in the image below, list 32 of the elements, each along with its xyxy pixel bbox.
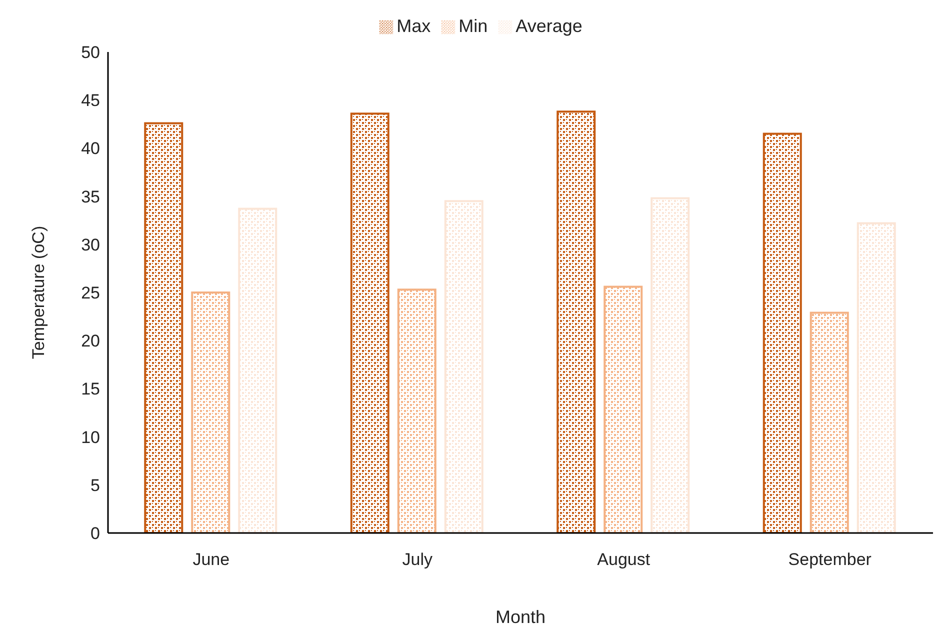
bar	[810, 312, 849, 533]
bar	[856, 222, 896, 533]
y-tick-label: 50	[81, 43, 100, 62]
bar	[604, 286, 643, 533]
x-tick-label: July	[402, 550, 433, 570]
bar	[397, 288, 436, 533]
x-tick-label: June	[192, 550, 230, 570]
x-axis-title: Month	[495, 607, 546, 627]
y-tick-label: 40	[81, 139, 100, 158]
bar	[238, 208, 278, 533]
bar	[762, 132, 802, 533]
y-tick-label: 30	[81, 235, 100, 254]
legend-label: Average	[516, 16, 582, 36]
y-axis-title: Temperature (oC)	[29, 226, 48, 360]
y-tick-label: 5	[90, 476, 100, 495]
legend-label: Min	[458, 16, 488, 36]
bar	[650, 197, 690, 533]
y-tick-label: 0	[90, 524, 100, 544]
y-tick-label: 10	[81, 428, 100, 447]
x-tick-label: August	[597, 550, 650, 570]
y-tick-label: 35	[81, 187, 100, 206]
bar	[556, 110, 596, 533]
y-tick-label: 25	[81, 284, 100, 303]
x-tick-label: September	[788, 550, 872, 570]
y-tick-label: 45	[81, 91, 100, 110]
bar	[444, 200, 484, 533]
legend-label: Max	[396, 16, 431, 36]
bar	[350, 112, 390, 533]
y-tick-label: 20	[81, 332, 100, 351]
bar	[144, 122, 184, 533]
y-tick-label: 15	[81, 380, 100, 399]
bar	[191, 292, 230, 533]
